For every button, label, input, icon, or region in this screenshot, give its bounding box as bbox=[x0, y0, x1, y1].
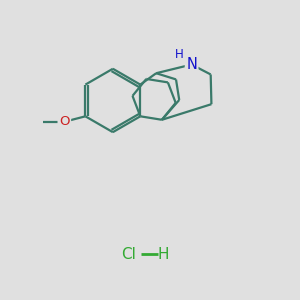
Text: O: O bbox=[59, 115, 70, 128]
Text: N: N bbox=[186, 57, 197, 72]
Text: H: H bbox=[175, 48, 184, 61]
Text: Cl: Cl bbox=[122, 247, 136, 262]
Text: H: H bbox=[157, 247, 169, 262]
